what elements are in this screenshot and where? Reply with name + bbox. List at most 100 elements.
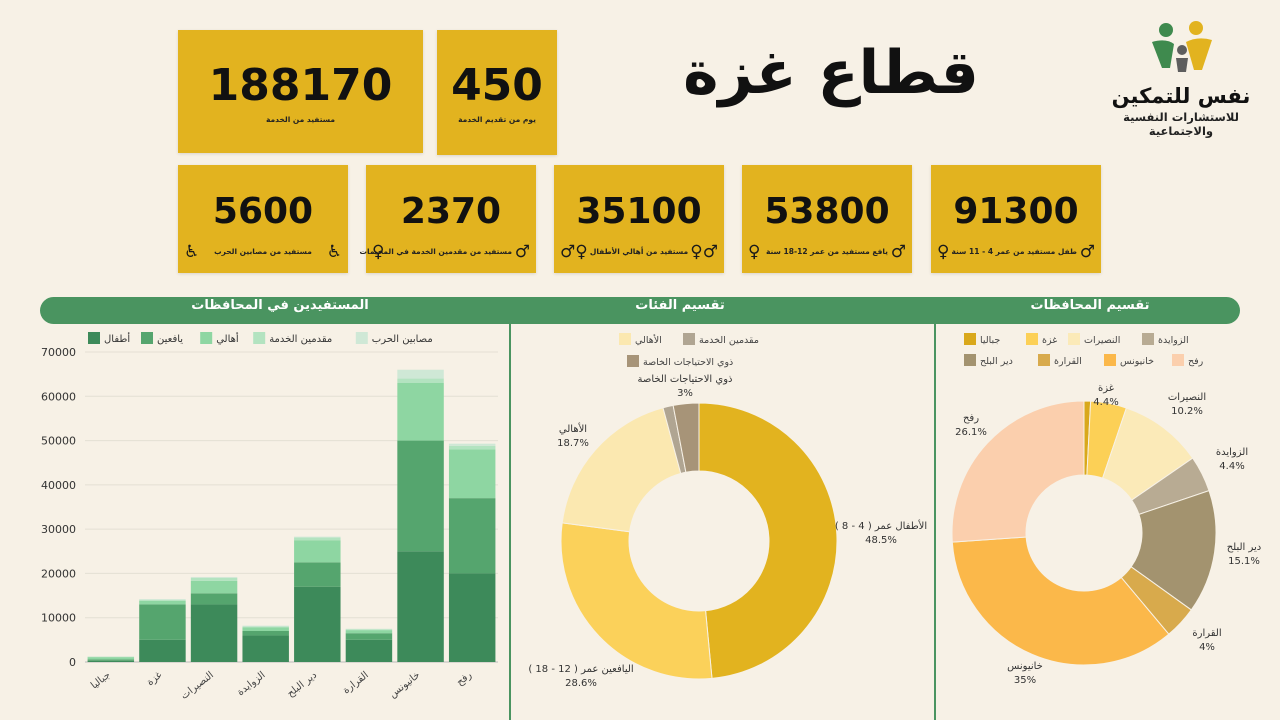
slice-percent: 10.2% — [1171, 406, 1203, 417]
legend-label: جباليا — [980, 335, 1000, 346]
legend-label: مقدمين الخدمة — [269, 334, 332, 345]
bar-segment — [294, 540, 341, 563]
categories-donut-chart: الأطفال عمر ( 4 - 8 ) 48.5% اليافعين عمر (… — [528, 333, 927, 689]
war-injured-value: 5600 — [212, 191, 314, 232]
logo-name: نفس للتمكين — [1111, 84, 1251, 108]
y-tick-label: 0 — [69, 656, 76, 669]
slice-label: اليافعين عمر ( 12 - 18 ) — [528, 664, 633, 675]
legend-swatch — [964, 354, 976, 366]
x-tick-label: القرارة — [341, 670, 371, 697]
donut-slice — [698, 402, 838, 679]
y-tick-label: 50000 — [41, 435, 76, 448]
bar-segment — [448, 498, 496, 574]
legend-label: مصابين الحرب — [372, 334, 433, 345]
slice-label: الزوايدة — [1216, 447, 1248, 458]
slice-label: النصيرات — [1168, 392, 1206, 403]
children-label: طفل مستفيد من عمر 4 - 11 سنة — [951, 247, 1077, 256]
x-tick-label: رفح — [455, 670, 475, 689]
bar-segment — [397, 369, 444, 379]
legend-label: دير البلح — [980, 356, 1013, 367]
bar-segment — [294, 536, 341, 538]
legend-swatch — [1104, 354, 1116, 366]
slice-label: الأهالي — [559, 422, 587, 435]
bar-segment — [448, 449, 496, 499]
legend-swatch — [683, 333, 695, 345]
legend-label: غزة — [1042, 335, 1057, 346]
bar-segment — [294, 562, 341, 587]
teens-card: 53800 يافع مستفيد من عمر 12-18 سنة ♀ ♂ — [742, 165, 912, 273]
children-value: 91300 — [953, 191, 1079, 232]
service-days-label: يوم من تقديم الخدمة — [458, 115, 536, 124]
section-divider — [509, 324, 511, 720]
donut-slice — [672, 402, 700, 473]
bar-segment — [242, 635, 289, 662]
slice-percent: 4.4% — [1219, 461, 1244, 472]
war-injured-label: مستفيد من مصابين الحرب — [214, 247, 312, 256]
wheelchair-icon: ♿ — [326, 242, 342, 262]
family-icon: ♀♂ — [560, 242, 588, 262]
bar-segment — [294, 537, 341, 541]
bar-segment — [397, 383, 444, 441]
governorates-section-title: تقسيم المحافظات — [1030, 298, 1150, 313]
bar-segment — [139, 600, 186, 605]
bar-segment — [397, 551, 444, 662]
child-icon: ♀ — [937, 242, 950, 262]
legend-label: أهالي — [216, 332, 239, 345]
person-icon: ♀ — [372, 242, 385, 262]
bar-segment — [190, 580, 238, 594]
service-providers-value: 2370 — [400, 191, 502, 232]
bar-segment — [345, 639, 393, 662]
teens-label: يافع مستفيد من عمر 12-18 سنة — [765, 247, 888, 256]
legend-label: رفح — [1188, 356, 1204, 367]
legend-swatch — [200, 332, 213, 344]
legend-swatch — [1172, 354, 1184, 366]
y-tick-label: 70000 — [41, 346, 76, 359]
legend-swatch — [253, 332, 266, 344]
child-icon: ♂ — [1079, 242, 1095, 262]
bar-segment — [448, 445, 496, 450]
donut-slice — [951, 536, 1170, 666]
slice-percent: 35% — [1014, 675, 1036, 686]
legend-swatch — [88, 332, 100, 344]
total-beneficiaries-label: مستفيد من الخدمة — [265, 115, 336, 124]
categories-section-title: تقسيم الفئات — [635, 298, 725, 313]
teens-value: 53800 — [764, 191, 890, 232]
bar-segment — [190, 604, 238, 662]
bar-segment — [87, 660, 135, 662]
bar-segment — [139, 599, 186, 600]
parents-value: 35100 — [576, 191, 702, 232]
logo-subtitle: للاستشارات النفسية والاجتماعية — [1123, 110, 1239, 138]
service-days-value: 450 — [451, 60, 543, 111]
legend-label: الزوايدة — [1158, 335, 1189, 346]
service-days-card: 450 يوم من تقديم الخدمة — [437, 30, 557, 155]
total-beneficiaries-value: 188170 — [208, 60, 393, 111]
slice-label: خانيونس — [1007, 661, 1043, 672]
slice-percent: 18.7% — [557, 438, 589, 449]
page-title: قطاع غزة — [683, 38, 979, 108]
logo: نفس للتمكين للاستشارات النفسية والاجتماع… — [1090, 10, 1272, 138]
bar-segment — [242, 625, 289, 627]
bar-segment — [242, 631, 289, 636]
donut-slice — [561, 407, 682, 533]
bar-segment — [345, 633, 393, 640]
slice-percent: 15.1% — [1228, 556, 1260, 567]
bar-segment — [190, 576, 238, 578]
donut-slice — [1130, 490, 1217, 611]
stacked-bar-chart: 0 10000 20000 30000 40000 50000 60000 70000 جبال… — [41, 332, 498, 702]
legend-swatch — [627, 355, 639, 367]
service-providers-card: 2370 مستفيد من مقدمين الخدمة في المخيمات… — [359, 165, 536, 273]
legend-swatch — [619, 333, 631, 345]
bar-segment — [448, 443, 496, 446]
legend-label: يافعين — [157, 334, 183, 345]
legend-label: القرارة — [1054, 356, 1082, 367]
slice-label: ذوي الاحتياجات الخاصة — [637, 374, 732, 385]
parents-label: مستفيد من أهالي الأطفال — [589, 247, 689, 256]
x-tick-label: الزوايدة — [235, 670, 267, 699]
y-tick-label: 10000 — [41, 612, 76, 625]
legend-swatch — [1026, 333, 1038, 345]
family-icon: ♂♀ — [690, 242, 718, 262]
slice-percent: 3% — [677, 388, 693, 399]
war-injured-card: 5600 مستفيد من مصابين الحرب ♿ ♿ — [178, 165, 348, 273]
service-providers-label: مستفيد من مقدمين الخدمة في المخيمات — [359, 247, 512, 256]
bar-segment — [294, 586, 341, 662]
